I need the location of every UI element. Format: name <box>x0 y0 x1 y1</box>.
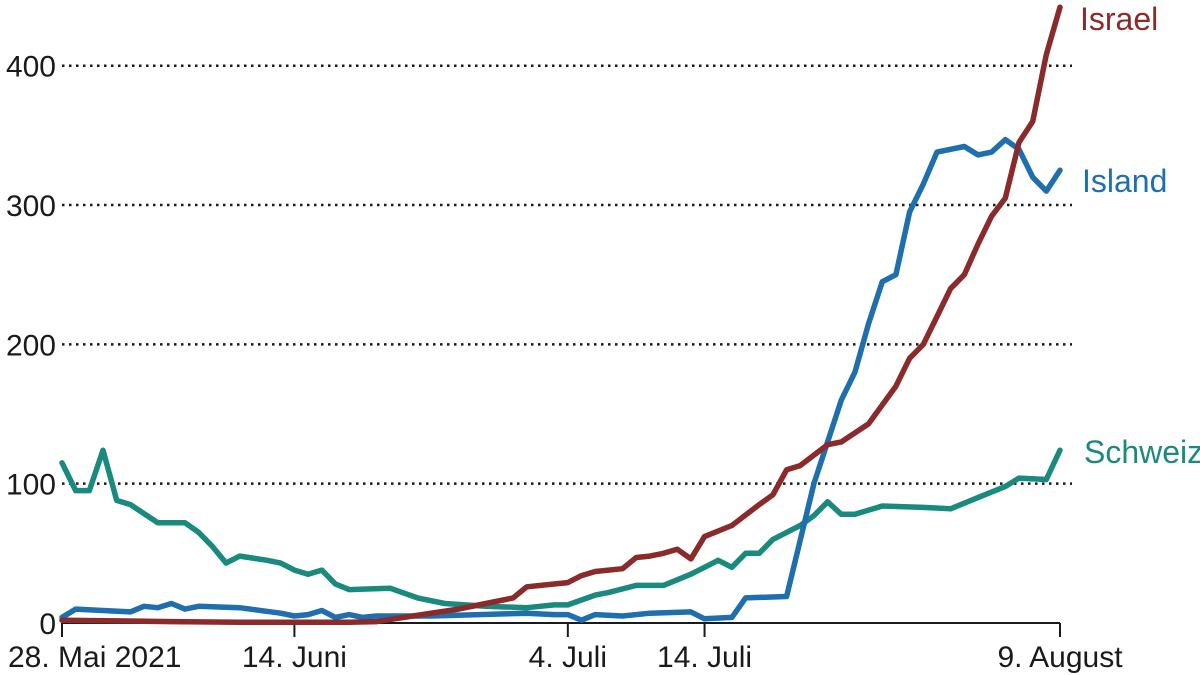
y-tick-label-100: 100 <box>6 469 56 502</box>
y-axis-tick-labels: 0 100 200 300 400 <box>6 51 56 641</box>
x-tick-label-14-juni: 14. Juni <box>242 641 347 674</box>
x-axis-tick-labels: 28. Mai 2021 14. Juni 4. Juli 14. Juli 9. Au… <box>8 641 1123 674</box>
y-tick-label-300: 300 <box>6 190 56 223</box>
series-lines <box>59 4 1063 626</box>
series-label-israel: Israel <box>1080 1 1158 37</box>
series-line-island <box>59 136 1063 623</box>
series-labels: Schweiz Island Israel <box>1080 1 1200 470</box>
series-line-israel <box>59 4 1063 626</box>
x-tick-label-4-juli: 4. Juli <box>529 641 607 674</box>
y-tick-label-400: 400 <box>6 51 56 84</box>
y-tick-label-0: 0 <box>39 608 56 641</box>
series-label-island: Island <box>1082 163 1167 199</box>
x-tick-label-9-august: 9. August <box>997 641 1123 674</box>
y-tick-label-200: 200 <box>6 329 56 362</box>
x-tick-label-14-juli: 14. Juli <box>657 641 752 674</box>
x-axis <box>61 622 1061 637</box>
gridlines <box>62 64 1072 485</box>
series-label-schweiz: Schweiz <box>1084 434 1200 470</box>
series-line-schweiz <box>59 447 1063 611</box>
x-tick-label-28-mai-2021: 28. Mai 2021 <box>8 641 181 674</box>
